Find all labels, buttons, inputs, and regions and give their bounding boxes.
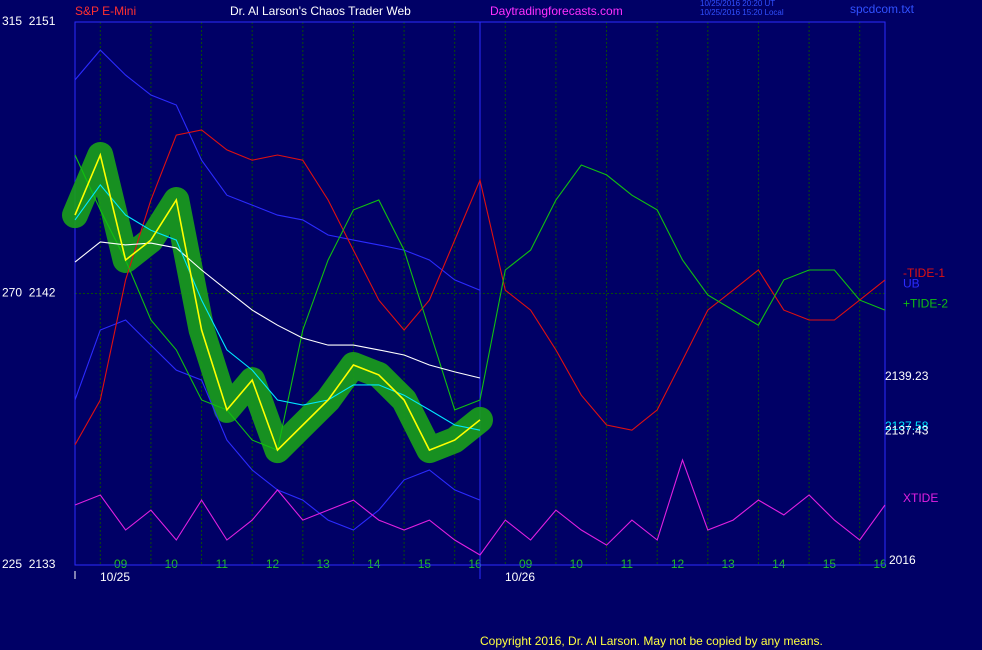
time-local: 10/25/2016 15:20 Local: [700, 8, 784, 17]
year-label: 2016: [889, 553, 916, 567]
series-label: UB: [903, 276, 920, 290]
x-tick-label: 13: [316, 557, 330, 571]
site: Daytradingforecasts.com: [490, 4, 623, 18]
x-tick-label: 14: [367, 557, 381, 571]
price-label: 2137.43: [885, 424, 929, 438]
x-tick-label: 11: [621, 557, 634, 571]
x-tick-label: 11: [216, 557, 229, 571]
series-line: [74, 458, 886, 556]
series-line: [74, 184, 481, 431]
x-tick-label: 14: [772, 557, 786, 571]
y-tick-label: 270 2142: [2, 286, 56, 300]
time-ut: 10/25/2016 20:20 UT: [700, 0, 775, 8]
series-label: +TIDE-2: [903, 296, 948, 310]
x-tick-label: 15: [418, 557, 432, 571]
date-label: 10/25: [100, 570, 130, 584]
y-tick-label: 225 2133: [2, 557, 56, 571]
x-tick-label: 12: [671, 557, 685, 571]
chart-title: Dr. Al Larson's Chaos Trader Web: [230, 4, 411, 18]
price-label: 2139.23: [885, 369, 929, 383]
series-line: [74, 241, 481, 379]
series-label: -TIDE-1: [903, 266, 945, 280]
price-label: 2137.58: [885, 419, 929, 433]
x-tick-label: 12: [266, 557, 280, 571]
footer: Copyright 2016, Dr. Al Larson. May not b…: [480, 634, 823, 648]
x-tick-label: 13: [721, 557, 735, 571]
x-tick-label: 09: [519, 557, 533, 571]
series-line: [74, 129, 886, 446]
date-label: 10/26: [505, 570, 535, 584]
series-line: [74, 152, 481, 452]
x-tick-label: 16: [873, 557, 887, 571]
y-tick-label: 315 2151: [2, 14, 56, 28]
file-name: spcdcom.txt: [850, 2, 915, 16]
series-line: [74, 49, 481, 291]
x-tick-label: 10: [570, 557, 584, 571]
instrument: S&P E-Mini: [75, 4, 136, 18]
x-tick-label: 10: [165, 557, 179, 571]
series-line: [74, 154, 886, 451]
x-tick-label: 15: [823, 557, 837, 571]
x-tick-label: 16: [468, 557, 482, 571]
x-tick-label: 09: [114, 557, 128, 571]
series-label: XTIDE: [903, 491, 938, 505]
